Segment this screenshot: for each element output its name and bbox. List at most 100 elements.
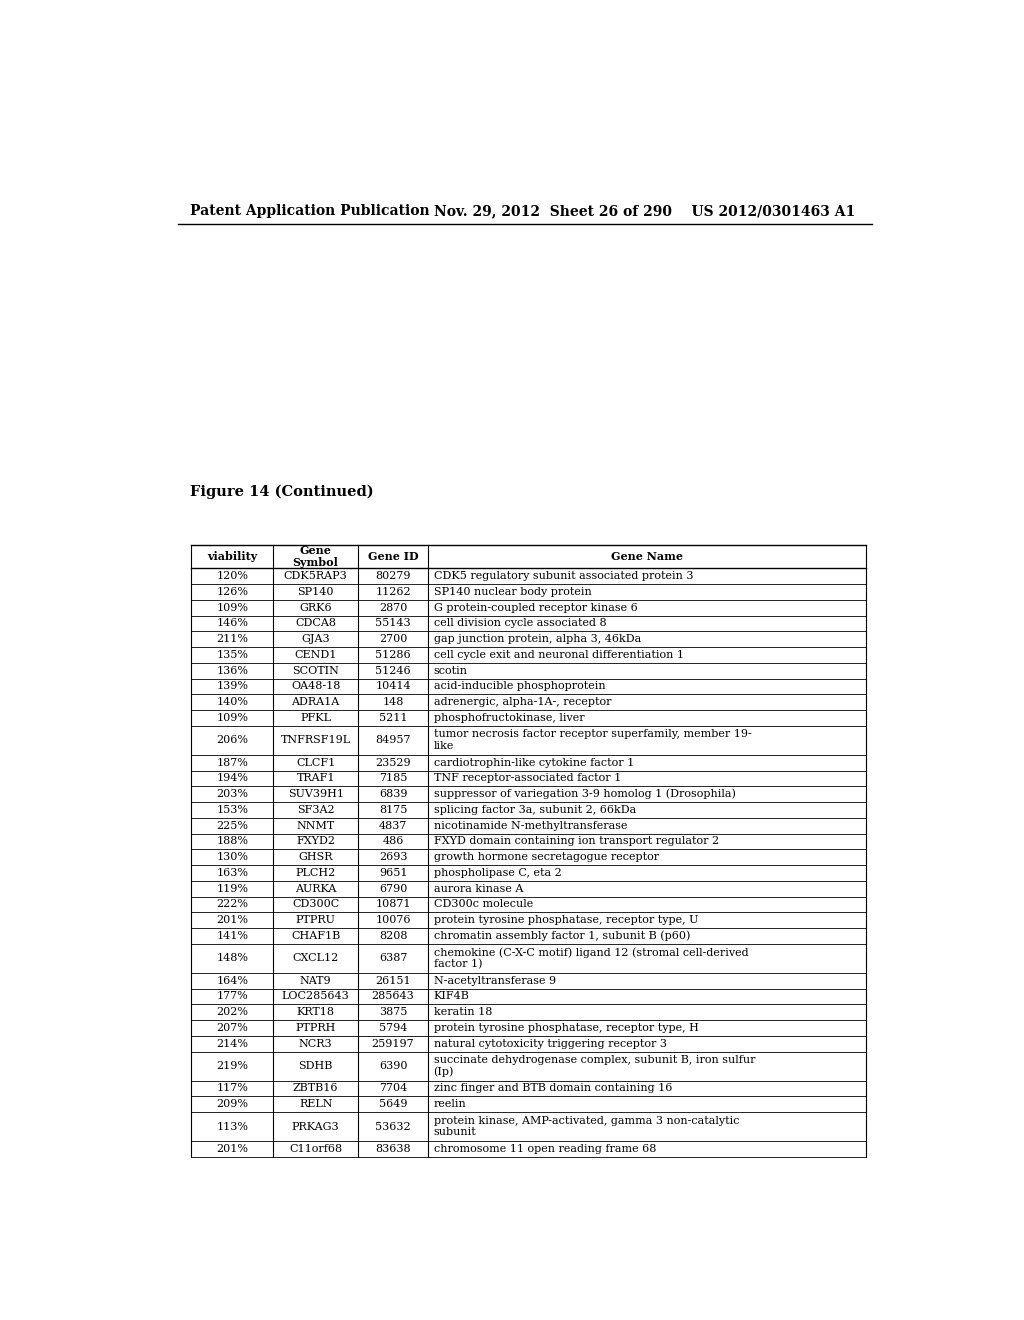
Text: PFKL: PFKL xyxy=(300,713,331,723)
Text: 148%: 148% xyxy=(216,953,249,964)
Text: cell division cycle associated 8: cell division cycle associated 8 xyxy=(433,618,606,628)
Text: 140%: 140% xyxy=(216,697,249,708)
Text: aurora kinase A: aurora kinase A xyxy=(433,883,523,894)
Text: CDCA8: CDCA8 xyxy=(295,618,336,628)
Text: 146%: 146% xyxy=(216,618,249,628)
Text: reelin: reelin xyxy=(433,1100,466,1109)
Text: 141%: 141% xyxy=(216,931,249,941)
Text: 11262: 11262 xyxy=(375,587,411,597)
Text: phospholipase C, eta 2: phospholipase C, eta 2 xyxy=(433,869,561,878)
Text: 148: 148 xyxy=(382,697,403,708)
Text: 8175: 8175 xyxy=(379,805,408,814)
Text: 6839: 6839 xyxy=(379,789,408,799)
Text: 209%: 209% xyxy=(216,1100,249,1109)
Text: growth hormone secretagogue receptor: growth hormone secretagogue receptor xyxy=(433,853,658,862)
Text: 135%: 135% xyxy=(216,649,249,660)
Text: PRKAG3: PRKAG3 xyxy=(292,1122,340,1131)
Text: 23529: 23529 xyxy=(375,758,411,768)
Text: 84957: 84957 xyxy=(376,735,411,746)
Text: 222%: 222% xyxy=(216,899,249,909)
Text: SP140: SP140 xyxy=(297,587,334,597)
Text: 177%: 177% xyxy=(216,991,248,1002)
Text: chromatin assembly factor 1, subunit B (p60): chromatin assembly factor 1, subunit B (… xyxy=(433,931,690,941)
Text: OA48-18: OA48-18 xyxy=(291,681,340,692)
Text: TRAF1: TRAF1 xyxy=(296,774,335,783)
Text: (Ip): (Ip) xyxy=(433,1067,454,1077)
Text: KRT18: KRT18 xyxy=(297,1007,335,1018)
Text: SUV39H1: SUV39H1 xyxy=(288,789,344,799)
Text: 188%: 188% xyxy=(216,837,249,846)
Text: phosphofructokinase, liver: phosphofructokinase, liver xyxy=(433,713,584,723)
Text: GRK6: GRK6 xyxy=(299,603,332,612)
Text: 486: 486 xyxy=(382,837,403,846)
Text: GJA3: GJA3 xyxy=(301,634,330,644)
Text: 10076: 10076 xyxy=(376,915,411,925)
Text: 7185: 7185 xyxy=(379,774,408,783)
Text: 26151: 26151 xyxy=(375,975,411,986)
Text: 206%: 206% xyxy=(216,735,249,746)
Text: 211%: 211% xyxy=(216,634,249,644)
Text: 5794: 5794 xyxy=(379,1023,408,1034)
Text: 10414: 10414 xyxy=(375,681,411,692)
Text: zinc finger and BTB domain containing 16: zinc finger and BTB domain containing 16 xyxy=(433,1084,672,1093)
Text: suppressor of variegation 3-9 homolog 1 (Drosophila): suppressor of variegation 3-9 homolog 1 … xyxy=(433,789,735,800)
Text: CLCF1: CLCF1 xyxy=(296,758,335,768)
Text: tumor necrosis factor receptor superfamily, member 19-: tumor necrosis factor receptor superfami… xyxy=(433,730,752,739)
Text: keratin 18: keratin 18 xyxy=(433,1007,492,1018)
Text: chromosome 11 open reading frame 68: chromosome 11 open reading frame 68 xyxy=(433,1144,656,1154)
Text: nicotinamide N-methyltransferase: nicotinamide N-methyltransferase xyxy=(433,821,627,830)
Text: 9651: 9651 xyxy=(379,869,408,878)
Text: GHSR: GHSR xyxy=(298,853,333,862)
Text: 113%: 113% xyxy=(216,1122,249,1131)
Text: 2700: 2700 xyxy=(379,634,408,644)
Text: 214%: 214% xyxy=(216,1039,249,1048)
Text: 4837: 4837 xyxy=(379,821,408,830)
Text: subunit: subunit xyxy=(433,1127,476,1138)
Text: 201%: 201% xyxy=(216,1144,249,1154)
Text: cell cycle exit and neuronal differentiation 1: cell cycle exit and neuronal differentia… xyxy=(433,649,684,660)
Text: ZBTB16: ZBTB16 xyxy=(293,1084,339,1093)
Text: NAT9: NAT9 xyxy=(300,975,332,986)
Text: protein tyrosine phosphatase, receptor type, H: protein tyrosine phosphatase, receptor t… xyxy=(433,1023,698,1034)
Text: 201%: 201% xyxy=(216,915,249,925)
Text: TNFRSF19L: TNFRSF19L xyxy=(281,735,351,746)
Text: 285643: 285643 xyxy=(372,991,415,1002)
Text: SCOTIN: SCOTIN xyxy=(292,665,339,676)
Text: factor 1): factor 1) xyxy=(433,960,482,969)
Text: 8208: 8208 xyxy=(379,931,408,941)
Text: 6387: 6387 xyxy=(379,953,408,964)
Text: 109%: 109% xyxy=(216,713,249,723)
Text: 6790: 6790 xyxy=(379,883,408,894)
Text: NNMT: NNMT xyxy=(297,821,335,830)
Text: natural cytotoxicity triggering receptor 3: natural cytotoxicity triggering receptor… xyxy=(433,1039,667,1048)
Text: 51286: 51286 xyxy=(375,649,411,660)
Text: Gene ID: Gene ID xyxy=(368,550,419,562)
Text: 10871: 10871 xyxy=(376,899,411,909)
Text: protein kinase, AMP-activated, gamma 3 non-catalytic: protein kinase, AMP-activated, gamma 3 n… xyxy=(433,1115,739,1126)
Text: 55143: 55143 xyxy=(375,618,411,628)
Text: 130%: 130% xyxy=(216,853,249,862)
Text: Figure 14 (Continued): Figure 14 (Continued) xyxy=(189,484,374,499)
Text: adrenergic, alpha-1A-, receptor: adrenergic, alpha-1A-, receptor xyxy=(433,697,611,708)
Text: gap junction protein, alpha 3, 46kDa: gap junction protein, alpha 3, 46kDa xyxy=(433,634,641,644)
Text: 51246: 51246 xyxy=(375,665,411,676)
Text: 6390: 6390 xyxy=(379,1061,408,1071)
Text: 83638: 83638 xyxy=(375,1144,411,1154)
Text: 203%: 203% xyxy=(216,789,249,799)
Text: 53632: 53632 xyxy=(375,1122,411,1131)
Text: scotin: scotin xyxy=(433,665,468,676)
Text: SP140 nuclear body protein: SP140 nuclear body protein xyxy=(433,587,591,597)
Text: Patent Application Publication: Patent Application Publication xyxy=(189,205,429,218)
Text: KIF4B: KIF4B xyxy=(433,991,469,1002)
Text: LOC285643: LOC285643 xyxy=(282,991,349,1002)
Text: CXCL12: CXCL12 xyxy=(293,953,339,964)
Text: 80279: 80279 xyxy=(376,572,411,581)
Text: Gene
Symbol: Gene Symbol xyxy=(293,545,339,569)
Text: 117%: 117% xyxy=(216,1084,248,1093)
Text: 219%: 219% xyxy=(216,1061,249,1071)
Text: 2870: 2870 xyxy=(379,603,408,612)
Text: 194%: 194% xyxy=(216,774,249,783)
Text: 187%: 187% xyxy=(216,758,248,768)
Text: acid-inducible phosphoprotein: acid-inducible phosphoprotein xyxy=(433,681,605,692)
Text: C11orf68: C11orf68 xyxy=(289,1144,342,1154)
